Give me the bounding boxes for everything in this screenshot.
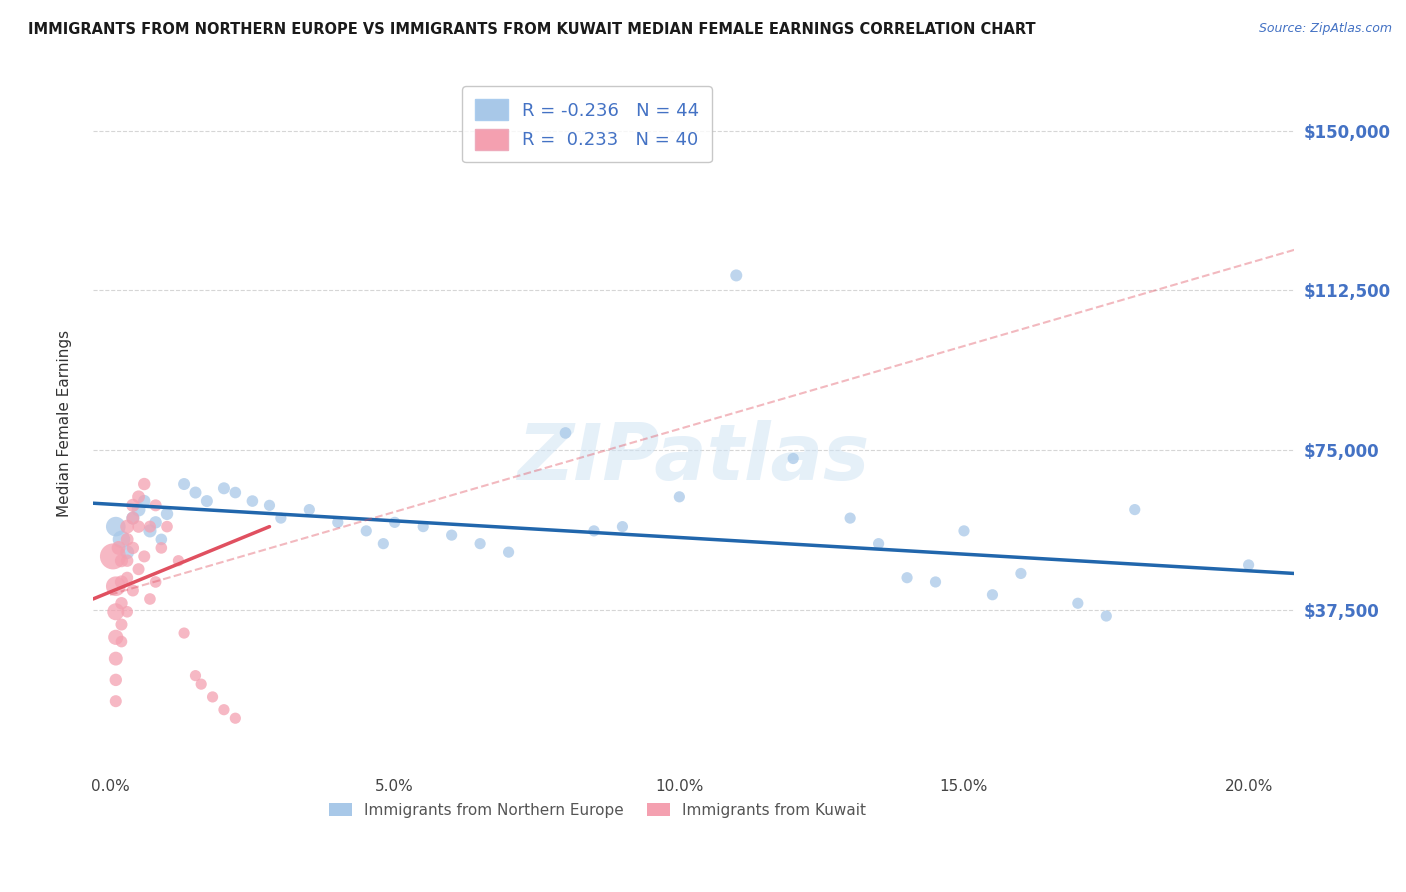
Point — [1123, 502, 1146, 516]
Point — [139, 592, 162, 607]
Point — [184, 485, 207, 500]
Point — [896, 571, 918, 585]
Point — [104, 605, 127, 619]
Text: ZIPatlas: ZIPatlas — [517, 420, 870, 496]
Point — [224, 485, 246, 500]
Point — [110, 617, 132, 632]
Point — [115, 519, 138, 533]
Point — [115, 571, 138, 585]
Point — [107, 541, 129, 555]
Point — [139, 519, 162, 533]
Point — [134, 477, 156, 491]
Text: IMMIGRANTS FROM NORTHERN EUROPE VS IMMIGRANTS FROM KUWAIT MEDIAN FEMALE EARNINGS: IMMIGRANTS FROM NORTHERN EUROPE VS IMMIG… — [28, 22, 1036, 37]
Point — [110, 554, 132, 568]
Point — [1010, 566, 1032, 581]
Point — [139, 524, 162, 538]
Point — [725, 268, 748, 283]
Point — [121, 541, 143, 555]
Point — [115, 605, 138, 619]
Point — [173, 477, 195, 491]
Point — [121, 511, 143, 525]
Text: Source: ZipAtlas.com: Source: ZipAtlas.com — [1258, 22, 1392, 36]
Y-axis label: Median Female Earnings: Median Female Earnings — [58, 330, 72, 517]
Point — [110, 596, 132, 610]
Point — [195, 494, 218, 508]
Point — [121, 583, 143, 598]
Point — [468, 536, 491, 550]
Point — [104, 519, 127, 533]
Point — [412, 519, 434, 533]
Point — [212, 481, 235, 495]
Point — [173, 626, 195, 640]
Point — [868, 536, 890, 550]
Point — [190, 677, 212, 691]
Point — [242, 494, 264, 508]
Point — [145, 516, 167, 530]
Point — [326, 516, 349, 530]
Point — [104, 694, 127, 708]
Point — [298, 502, 321, 516]
Point — [924, 574, 946, 589]
Point — [981, 588, 1004, 602]
Point — [373, 536, 395, 550]
Point — [167, 554, 190, 568]
Point — [145, 499, 167, 513]
Point — [354, 524, 377, 538]
Point — [150, 533, 173, 547]
Point — [953, 524, 976, 538]
Point — [440, 528, 463, 542]
Point — [134, 494, 156, 508]
Point — [104, 673, 127, 687]
Point — [128, 490, 150, 504]
Point — [110, 634, 132, 648]
Point — [156, 519, 179, 533]
Point — [1067, 596, 1090, 610]
Point — [782, 451, 804, 466]
Point — [101, 549, 124, 564]
Point — [121, 511, 143, 525]
Point — [668, 490, 690, 504]
Point — [839, 511, 862, 525]
Point — [201, 690, 224, 704]
Point — [128, 502, 150, 516]
Legend: Immigrants from Northern Europe, Immigrants from Kuwait: Immigrants from Northern Europe, Immigra… — [323, 797, 872, 824]
Point — [156, 507, 179, 521]
Point — [582, 524, 605, 538]
Point — [104, 579, 127, 593]
Point — [259, 499, 281, 513]
Point — [104, 630, 127, 644]
Point — [224, 711, 246, 725]
Point — [134, 549, 156, 564]
Point — [384, 516, 406, 530]
Point — [115, 533, 138, 547]
Point — [212, 703, 235, 717]
Point — [612, 519, 634, 533]
Point — [554, 425, 576, 440]
Point — [270, 511, 292, 525]
Point — [150, 541, 173, 555]
Point — [121, 499, 143, 513]
Point — [104, 651, 127, 665]
Point — [115, 545, 138, 559]
Point — [128, 562, 150, 576]
Point — [128, 519, 150, 533]
Point — [110, 533, 132, 547]
Point — [1095, 609, 1118, 624]
Point — [184, 668, 207, 682]
Point — [498, 545, 520, 559]
Point — [145, 574, 167, 589]
Point — [1237, 558, 1260, 572]
Point — [110, 574, 132, 589]
Point — [115, 554, 138, 568]
